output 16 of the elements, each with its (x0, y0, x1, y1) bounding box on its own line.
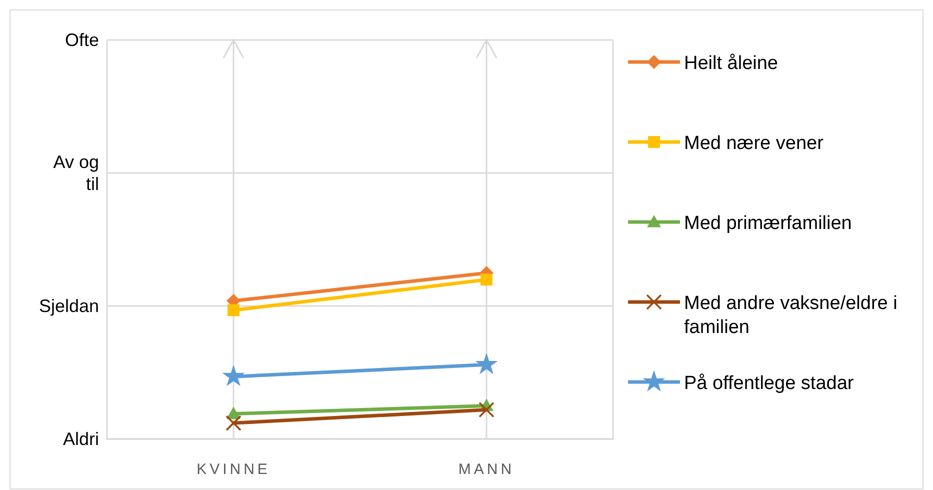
text: Aldri (62, 429, 99, 449)
legend-label: Med nære vener (684, 133, 824, 154)
legend-label: Heilt åleine (684, 53, 778, 74)
text: Sjeldan (38, 296, 99, 316)
x-tick-label: KVINNE (196, 461, 270, 478)
text: Ofte (64, 30, 99, 50)
point (222, 364, 245, 386)
point (475, 352, 498, 374)
point (480, 274, 492, 286)
point (228, 304, 240, 316)
point (226, 415, 242, 431)
x-tick-label: MANN (458, 461, 515, 478)
legend-label: På offentlege stadar (684, 373, 854, 394)
text: Av og til (53, 152, 99, 194)
legend-label: Med primærfamilien (684, 213, 852, 234)
legend-label: Med andre vaksne/eldre i familien (684, 293, 898, 338)
